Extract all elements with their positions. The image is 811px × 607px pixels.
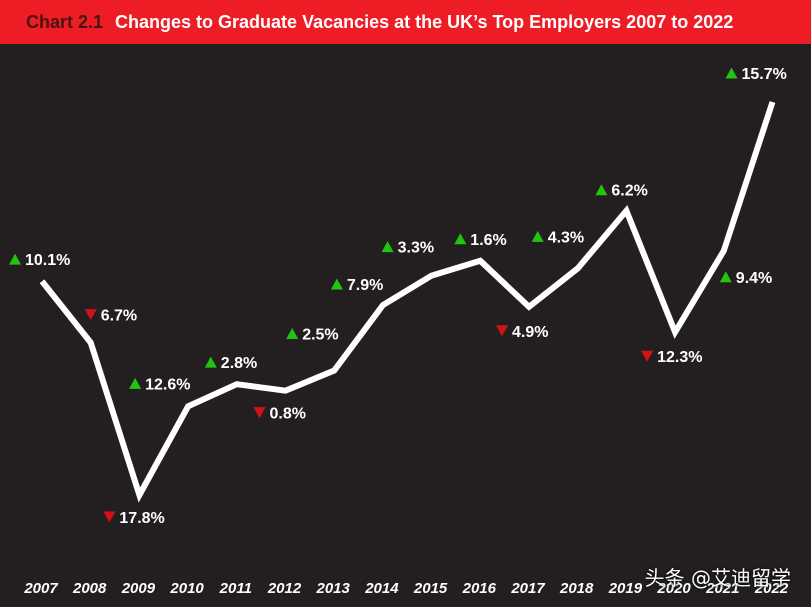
increase-triangle-icon: [381, 241, 394, 253]
data-label-text: 12.6%: [145, 376, 190, 393]
chart-title: Changes to Graduate Vacancies at the UK’…: [115, 11, 734, 32]
x-tick-label: 2011: [219, 580, 252, 597]
data-label-2010: 12.6%: [129, 376, 190, 393]
data-label-2018: 4.3%: [531, 229, 584, 246]
data-label-2021: 9.4%: [719, 270, 772, 287]
data-label-text: 17.8%: [119, 510, 164, 527]
increase-triangle-icon: [719, 271, 732, 283]
watermark: 头条 @艾迪留学: [644, 566, 791, 590]
x-tick-label: 2008: [72, 580, 107, 597]
series-line-layer: [39, 101, 776, 503]
data-label-2011: 2.8%: [204, 355, 257, 372]
increase-triangle-icon: [204, 356, 217, 368]
x-tick-label: 2017: [510, 580, 545, 597]
data-label-2014: 7.9%: [330, 277, 383, 294]
increase-triangle-icon: [286, 327, 299, 339]
data-label-2015: 3.3%: [381, 240, 434, 257]
data-label-text: 10.1%: [25, 252, 70, 269]
data-label-text: 2.5%: [302, 326, 338, 343]
x-tick-label: 2019: [608, 580, 643, 597]
data-label-text: 1.6%: [470, 232, 506, 249]
increase-triangle-icon: [595, 184, 608, 196]
increase-triangle-icon: [531, 230, 544, 242]
x-tick-label: 2009: [121, 580, 156, 597]
x-tick-label: 2007: [23, 580, 58, 597]
data-label-2022: 15.7%: [725, 66, 787, 83]
data-label-text: 4.3%: [548, 229, 584, 246]
increase-triangle-icon: [725, 67, 738, 79]
data-label-text: 15.7%: [742, 66, 787, 83]
data-label-text: 4.9%: [512, 324, 548, 341]
x-tick-label: 2012: [267, 580, 302, 597]
x-tick-label: 2013: [316, 580, 351, 597]
data-label-text: 6.2%: [611, 183, 647, 200]
data-label-2020: 12.3%: [641, 349, 702, 366]
x-axis: 2007 2008 2009 2010 2011 2012 2013 2014 2015 2016…: [23, 580, 789, 597]
data-label-2012: 0.8%: [253, 406, 306, 423]
x-tick-label: 2022: [754, 580, 789, 597]
data-label-layer: 10.1% 6.7% 17.8% 12.6% 2.8% 0.8% 2.5% 7.9% 3.3% 1…: [9, 66, 787, 527]
data-label-2007: 10.1%: [9, 252, 70, 269]
data-label-2017: 4.9%: [496, 324, 548, 341]
data-label-2009: 17.8%: [103, 510, 165, 527]
x-tick-label: 2021: [705, 580, 739, 597]
data-label-2013: 2.5%: [286, 326, 339, 343]
data-label-text: 2.8%: [221, 355, 257, 372]
decrease-triangle-icon: [496, 325, 508, 337]
data-label-text: 3.3%: [398, 240, 434, 257]
x-tick-label: 2016: [462, 580, 497, 597]
data-label-2008: 6.7%: [84, 308, 137, 325]
data-label-text: 6.7%: [101, 308, 137, 325]
data-label-text: 7.9%: [347, 277, 383, 294]
increase-triangle-icon: [330, 278, 343, 290]
decrease-triangle-icon: [641, 350, 654, 362]
decrease-triangle-icon: [253, 407, 266, 419]
x-tick-label: 2015: [413, 580, 448, 597]
increase-triangle-icon: [129, 377, 142, 389]
data-label-text: 12.3%: [657, 349, 702, 366]
decrease-triangle-icon: [84, 309, 97, 321]
chart-number: Chart 2.1: [26, 11, 104, 32]
data-label-2016: 1.6%: [454, 232, 507, 249]
line-chart: 10.1% 6.7% 17.8% 12.6% 2.8% 0.8% 2.5% 7.9% 3.3% 1…: [9, 66, 789, 597]
decrease-triangle-icon: [103, 511, 116, 523]
increase-triangle-icon: [454, 233, 467, 245]
data-label-2019: 6.2%: [595, 183, 648, 200]
data-label-text: 9.4%: [736, 270, 772, 287]
x-tick-label: 2014: [364, 580, 399, 597]
series-line: [39, 101, 776, 503]
x-tick-label: 2010: [169, 580, 204, 597]
x-tick-label: 2018: [559, 580, 594, 597]
x-tick-label: 2020: [656, 580, 691, 597]
data-label-text: 0.8%: [270, 406, 306, 423]
chart-header: Chart 2.1 Changes to Graduate Vacancies …: [0, 0, 811, 44]
increase-triangle-icon: [9, 253, 21, 265]
